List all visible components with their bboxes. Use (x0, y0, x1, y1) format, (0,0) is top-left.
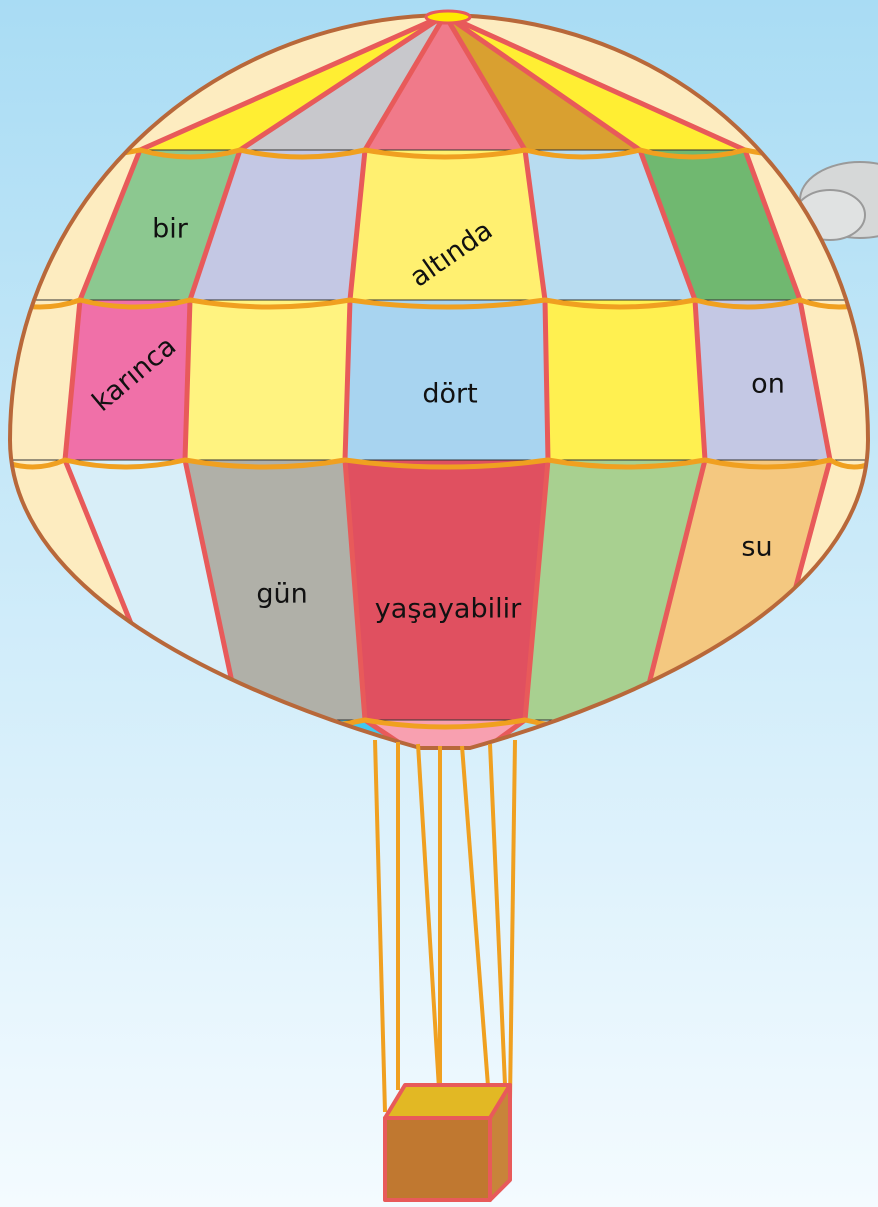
word: yaşayabilir (375, 594, 522, 625)
panel (345, 460, 548, 720)
panel (185, 300, 350, 460)
crown (426, 11, 470, 23)
panel (350, 150, 545, 300)
word: dört (422, 379, 477, 410)
page: bir altında karınca dört on gün yaşayabi… (0, 0, 878, 1207)
word: su (741, 532, 772, 563)
word: on (751, 369, 785, 400)
word: gün (256, 579, 307, 610)
panel (545, 300, 705, 460)
balloon-illustration: bir altında karınca dört on gün yaşayabi… (0, 0, 878, 1207)
basket (385, 1085, 510, 1200)
word: bir (152, 214, 189, 245)
